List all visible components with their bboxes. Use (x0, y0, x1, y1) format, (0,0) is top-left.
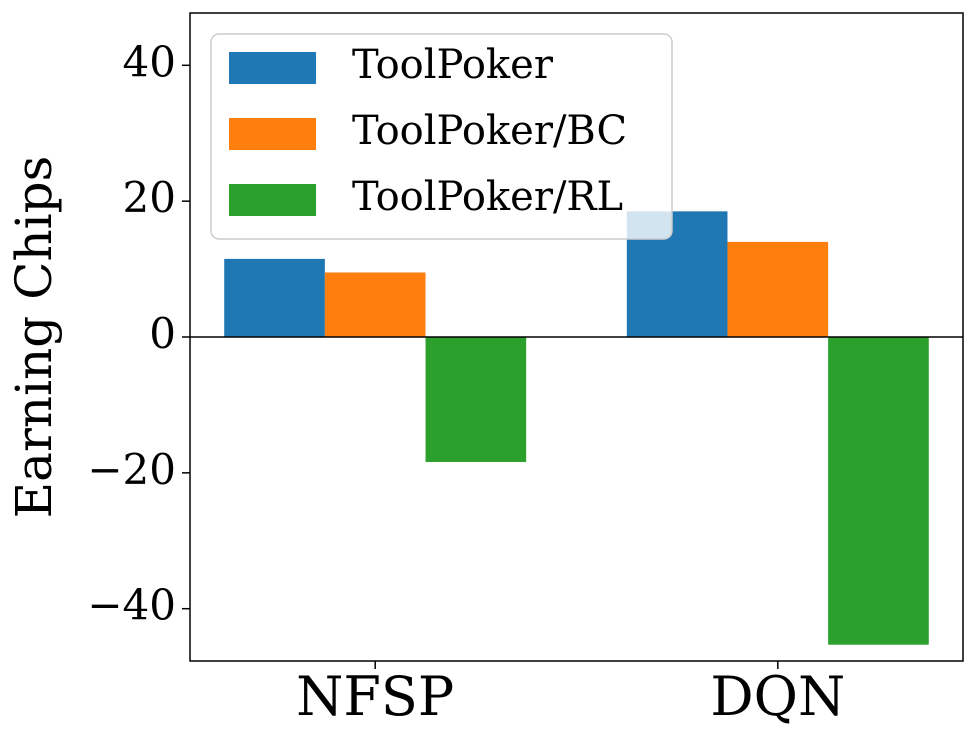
bar (425, 337, 527, 462)
legend-frame (210, 33, 673, 240)
bar (727, 241, 829, 337)
bar (324, 272, 426, 337)
bar (828, 337, 929, 645)
bar (224, 258, 325, 337)
legend-swatch (229, 52, 316, 84)
y-tick-label: 20 (123, 173, 176, 222)
y-tick-label: 0 (149, 309, 176, 358)
legend-swatch (229, 118, 316, 150)
y-axis-label: Earning Chips (5, 156, 63, 519)
legend: ToolPoker ToolPoker/BC ToolPoker/RL (210, 33, 673, 240)
x-tick-label: NFSP (296, 665, 454, 728)
y-tick-label: −20 (87, 445, 176, 494)
legend-label: ToolPoker (352, 42, 554, 88)
legend-label: ToolPoker/RL (352, 174, 623, 220)
legend-label: ToolPoker/BC (352, 108, 627, 154)
plot-frame (189, 12, 964, 662)
y-tick-label: 40 (123, 37, 176, 86)
legend-swatch (229, 184, 316, 216)
y-tick-label: −40 (87, 581, 176, 630)
x-tick-label: DQN (710, 665, 845, 728)
